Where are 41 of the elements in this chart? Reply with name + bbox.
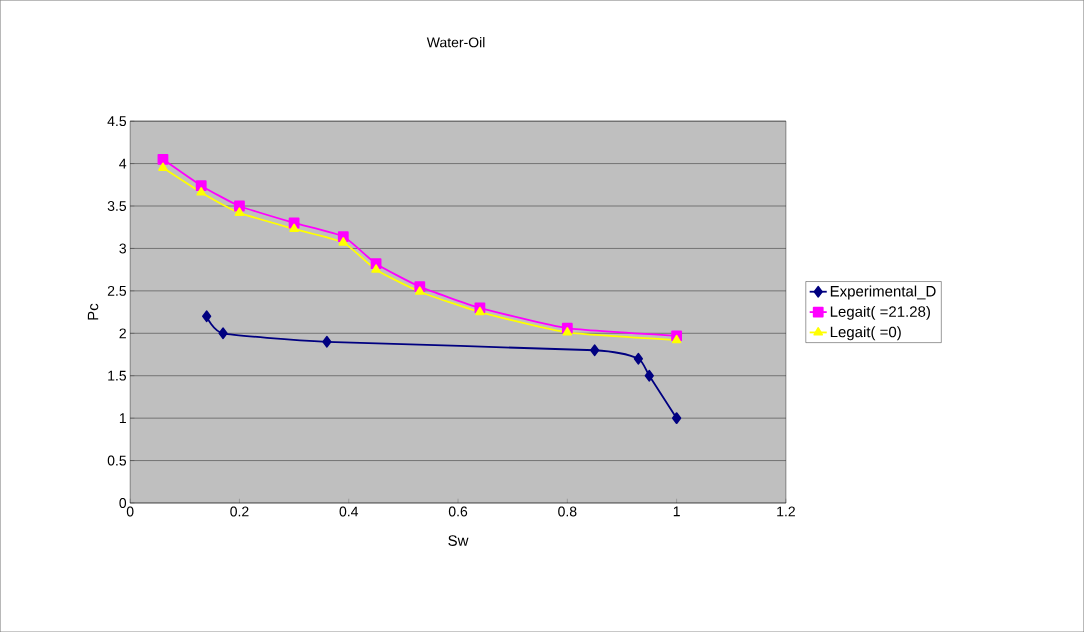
y-tick-label: 2 bbox=[119, 328, 126, 339]
point bbox=[671, 412, 682, 424]
x-tick-label: 1 bbox=[673, 506, 680, 517]
x-tick-label: 0.6 bbox=[448, 506, 468, 517]
x-axis-title: Sw bbox=[448, 535, 469, 546]
legend-label: Experimental_D bbox=[830, 285, 936, 300]
point bbox=[562, 326, 573, 336]
point bbox=[338, 237, 349, 246]
point bbox=[644, 369, 654, 382]
x-tick-label: 0.2 bbox=[230, 506, 249, 517]
point bbox=[633, 352, 644, 365]
y-tick-label: 2.5 bbox=[107, 285, 127, 296]
point bbox=[322, 335, 332, 348]
point bbox=[202, 310, 212, 323]
point bbox=[196, 186, 206, 196]
point bbox=[158, 162, 168, 171]
x-tick-label: 0.4 bbox=[339, 506, 359, 517]
y-tick-label: 0 bbox=[119, 497, 127, 508]
y-tick-label: 4 bbox=[119, 158, 127, 169]
x-tick-label: 1.2 bbox=[777, 506, 795, 517]
point bbox=[371, 264, 381, 273]
point bbox=[157, 153, 169, 165]
y-axis-title: Pc bbox=[87, 303, 99, 320]
point bbox=[590, 344, 600, 357]
y-tick-label: 1 bbox=[119, 413, 126, 423]
x-tick-label: 0.8 bbox=[558, 506, 577, 517]
y-tick-label: 1.5 bbox=[108, 370, 127, 381]
point bbox=[414, 286, 425, 295]
legend-label: Legait( =0) bbox=[830, 326, 901, 341]
chart-title: Water-Oil bbox=[426, 36, 485, 48]
legend-label: Legait( =21.28) bbox=[830, 305, 930, 320]
y-tick-label: 3 bbox=[119, 243, 127, 254]
point bbox=[475, 306, 485, 316]
point bbox=[671, 334, 682, 344]
y-tick-label: 4.5 bbox=[107, 116, 127, 126]
y-tick-label: 0.5 bbox=[107, 455, 127, 466]
point bbox=[218, 327, 228, 340]
y-tick-label: 3.5 bbox=[107, 200, 127, 211]
point bbox=[234, 207, 245, 216]
x-tick-label: 0 bbox=[126, 506, 134, 517]
point bbox=[289, 223, 299, 232]
